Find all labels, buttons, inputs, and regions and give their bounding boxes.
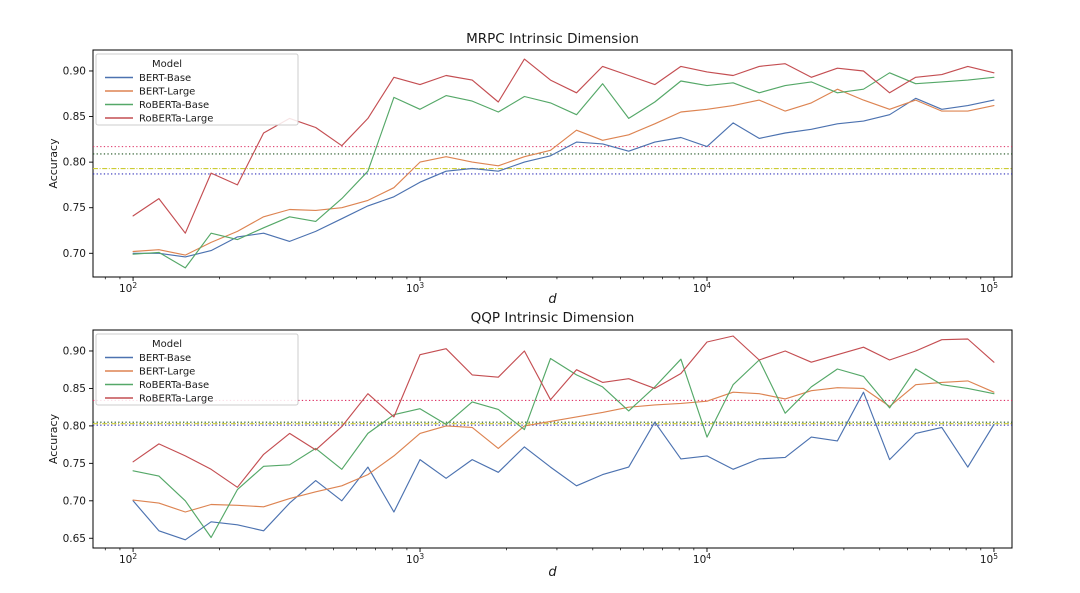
x-tick-base: 10 [406, 554, 419, 566]
series-line-roberta-base [132, 357, 995, 539]
x-tick-exponent: 3 [419, 552, 424, 561]
y-axis-label: Accuracy [47, 413, 60, 464]
legend-box [95, 333, 299, 406]
chart-title: QQP Intrinsic Dimension [471, 310, 635, 326]
chart-title: MRPC Intrinsic Dimension [466, 31, 639, 47]
x-tick-exponent: 4 [706, 281, 711, 290]
series-line-roberta-large [132, 335, 995, 488]
series-line-bert-base [132, 391, 995, 541]
y-tick-label: 0.85 [63, 383, 86, 395]
x-tick-exponent: 5 [993, 281, 998, 290]
y-tick-label: 0.75 [63, 202, 86, 214]
series-line-bert-large [132, 380, 995, 513]
legend-label: RoBERTa-Base [139, 100, 209, 111]
y-tick-label: 0.90 [63, 345, 86, 357]
y-tick-label: 0.80 [63, 420, 86, 432]
x-tick-label: 104 [693, 281, 711, 295]
x-tick-base: 10 [693, 554, 706, 566]
legend-label: RoBERTa-Large [139, 114, 213, 125]
series-line-roberta-large [132, 58, 995, 234]
legend-label: BERT-Large [139, 87, 195, 98]
legend-label: RoBERTa-Large [139, 394, 213, 405]
legend-label: BERT-Large [139, 367, 195, 378]
x-tick-base: 10 [693, 283, 706, 295]
x-tick-label: 104 [693, 552, 711, 566]
x-tick-base: 10 [119, 554, 132, 566]
legend: Model BERT-Base BERT-Large RoBERTa-Base RoBE… [95, 333, 299, 406]
x-tick-label: 105 [980, 281, 998, 295]
x-tick-label: 102 [119, 281, 137, 295]
legend-label: BERT-Base [139, 353, 191, 364]
series-line-bert-base [132, 97, 995, 258]
legend-box [95, 53, 299, 126]
x-tick-label: 102 [119, 552, 137, 566]
y-tick-label: 0.65 [63, 533, 86, 545]
x-tick-base: 10 [980, 283, 993, 295]
x-tick-exponent: 2 [132, 552, 137, 561]
x-tick-exponent: 4 [706, 552, 711, 561]
legend-title: Model [152, 339, 182, 350]
y-tick-label: 0.85 [63, 111, 86, 123]
y-tick-label: 0.90 [63, 65, 86, 77]
x-tick-exponent: 5 [993, 552, 998, 561]
x-tick-base: 10 [119, 283, 132, 295]
legend-title: Model [152, 59, 182, 70]
y-tick-label: 0.75 [63, 458, 86, 470]
x-axis-label: d [548, 292, 557, 307]
y-tick-label: 0.80 [63, 157, 86, 169]
x-tick-exponent: 3 [419, 281, 424, 290]
y-axis-label: Accuracy [47, 138, 60, 189]
x-tick-label: 103 [406, 552, 424, 566]
x-tick-base: 10 [406, 283, 419, 295]
x-tick-label: 105 [980, 552, 998, 566]
legend: Model BERT-Base BERT-Large RoBERTa-Base RoBE… [95, 53, 299, 126]
legend-label: BERT-Base [139, 73, 191, 84]
legend-label: RoBERTa-Base [139, 380, 209, 391]
x-tick-base: 10 [980, 554, 993, 566]
series-line-roberta-base [132, 72, 995, 269]
y-tick-label: 0.70 [63, 248, 86, 260]
x-tick-label: 103 [406, 281, 424, 295]
series-line-bert-large [132, 88, 995, 256]
x-axis-label: d [548, 565, 557, 580]
x-tick-exponent: 2 [132, 281, 137, 290]
y-tick-label: 0.70 [63, 495, 86, 507]
